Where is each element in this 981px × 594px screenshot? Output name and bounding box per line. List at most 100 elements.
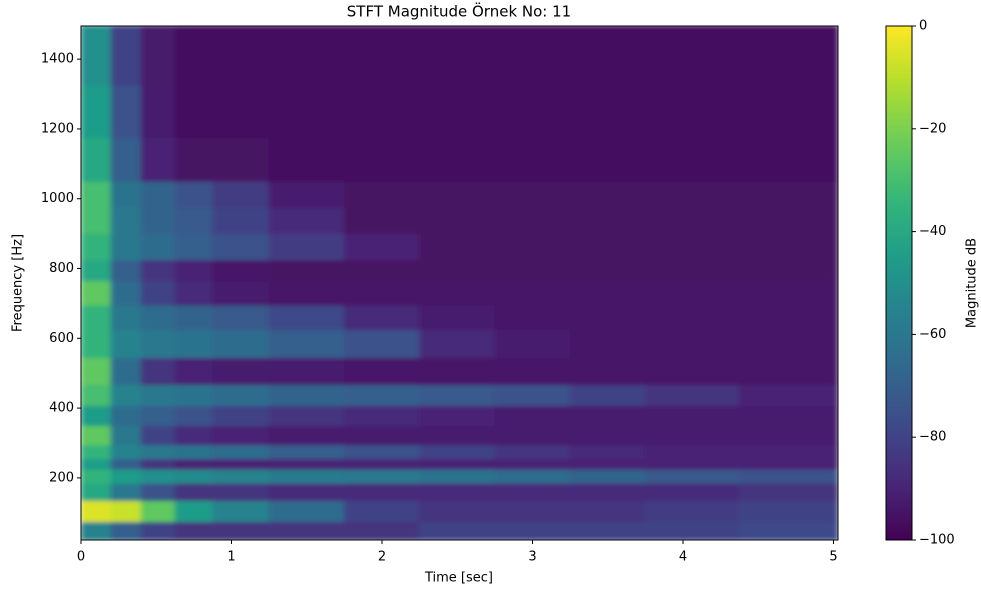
cell	[81, 444, 112, 460]
cell	[419, 137, 496, 182]
cell	[644, 233, 740, 261]
cell	[569, 458, 646, 470]
cell	[268, 404, 345, 427]
cell	[81, 233, 112, 261]
cell	[174, 458, 214, 470]
cell	[644, 26, 740, 86]
cell	[212, 458, 270, 470]
cell	[268, 180, 345, 208]
cell	[110, 180, 142, 208]
y-tick-label: 800	[49, 261, 74, 276]
cell	[140, 384, 176, 406]
cell	[268, 329, 345, 359]
cell	[738, 458, 838, 470]
cell	[494, 521, 571, 540]
cell	[419, 304, 496, 331]
cell	[738, 304, 838, 331]
cell	[212, 84, 270, 139]
cell	[174, 259, 214, 282]
cell	[110, 468, 142, 484]
cell	[140, 26, 176, 86]
cell	[343, 384, 421, 406]
cell	[494, 329, 571, 359]
cell	[110, 233, 142, 261]
cell	[212, 482, 270, 502]
cell	[738, 84, 838, 139]
cell	[738, 500, 838, 523]
cell	[569, 304, 646, 331]
cell	[81, 458, 112, 470]
cell	[644, 384, 740, 406]
cell	[644, 304, 740, 331]
cell	[738, 206, 838, 235]
cell	[569, 280, 646, 306]
cell	[343, 357, 421, 386]
heatmap-cells	[81, 26, 838, 540]
cell	[140, 84, 176, 139]
cell	[644, 521, 740, 540]
cell	[494, 458, 571, 470]
cell	[738, 280, 838, 306]
cell	[81, 521, 112, 540]
cell	[644, 206, 740, 235]
cell	[644, 280, 740, 306]
cell	[644, 404, 740, 427]
cell	[268, 458, 345, 470]
cell	[110, 521, 142, 540]
cell	[343, 304, 421, 331]
cell	[569, 26, 646, 86]
cell	[419, 206, 496, 235]
cell	[569, 357, 646, 386]
cell	[343, 233, 421, 261]
cell	[140, 482, 176, 502]
cell	[569, 329, 646, 359]
cell	[174, 500, 214, 523]
cell	[140, 458, 176, 470]
cell	[419, 26, 496, 86]
cell	[81, 500, 112, 523]
cell	[569, 500, 646, 523]
cell	[174, 482, 214, 502]
x-tick-label: 0	[77, 550, 85, 565]
cell	[569, 384, 646, 406]
cell	[110, 444, 142, 460]
cell	[174, 468, 214, 484]
cell	[569, 468, 646, 484]
cell	[343, 444, 421, 460]
cell	[140, 425, 176, 446]
colorbar-tick-label: 0	[919, 19, 927, 34]
colorbar-label: Magnitude dB	[965, 238, 980, 328]
cell	[110, 500, 142, 523]
cell	[644, 259, 740, 282]
cell	[419, 458, 496, 470]
cell	[419, 280, 496, 306]
colorbar-tick-label: −20	[919, 121, 946, 136]
colorbar	[885, 25, 913, 541]
cell	[212, 304, 270, 331]
cell	[140, 233, 176, 261]
cell	[494, 444, 571, 460]
cell	[212, 357, 270, 386]
cell	[212, 233, 270, 261]
cell	[738, 425, 838, 446]
cell	[81, 84, 112, 139]
cell	[494, 468, 571, 484]
cell	[212, 26, 270, 86]
cell	[644, 482, 740, 502]
cell	[212, 329, 270, 359]
cell	[738, 357, 838, 386]
cell	[81, 425, 112, 446]
cell	[174, 206, 214, 235]
cell	[81, 384, 112, 406]
cell	[174, 304, 214, 331]
cell	[494, 482, 571, 502]
cell	[81, 357, 112, 386]
cell	[174, 26, 214, 86]
colorbar-tick-label: −100	[919, 533, 955, 548]
cell	[419, 500, 496, 523]
cell	[494, 304, 571, 331]
cell	[212, 404, 270, 427]
cell	[174, 384, 214, 406]
cell	[644, 137, 740, 182]
